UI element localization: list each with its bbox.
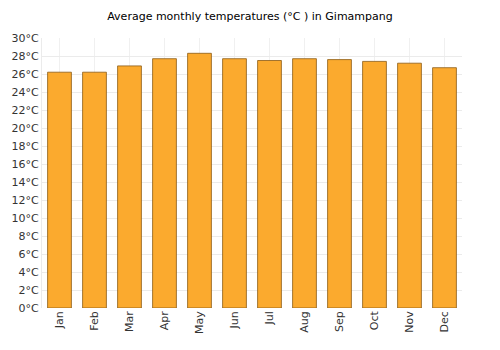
svg-text:8°C: 8°C [19,230,39,243]
svg-text:4°C: 4°C [19,266,39,279]
svg-text:Jan: Jan [53,311,66,329]
svg-text:Jun: Jun [228,311,241,329]
svg-text:6°C: 6°C [19,248,39,261]
svg-text:Oct: Oct [368,311,381,331]
svg-text:24°C: 24°C [12,86,39,99]
svg-text:18°C: 18°C [12,140,39,153]
svg-text:Jul: Jul [263,311,276,325]
svg-text:20°C: 20°C [12,122,39,135]
svg-text:Feb: Feb [88,311,101,330]
svg-text:Average monthly temperatures (: Average monthly temperatures (°C ) in Gi… [107,10,393,23]
svg-text:26°C: 26°C [12,68,39,81]
svg-text:2°C: 2°C [19,284,39,297]
svg-text:Mar: Mar [123,311,136,332]
svg-text:Aug: Aug [298,311,311,332]
svg-text:14°C: 14°C [12,176,39,189]
svg-text:30°C: 30°C [12,32,39,45]
svg-text:Dec: Dec [438,311,451,332]
svg-text:Apr: Apr [158,311,171,331]
svg-text:Sep: Sep [333,311,346,332]
svg-text:May: May [193,311,206,334]
svg-text:Nov: Nov [403,311,416,333]
svg-text:28°C: 28°C [12,50,39,63]
svg-text:22°C: 22°C [12,104,39,117]
svg-text:0°C: 0°C [19,302,39,315]
svg-text:10°C: 10°C [12,212,39,225]
svg-text:16°C: 16°C [12,158,39,171]
svg-text:12°C: 12°C [12,194,39,207]
